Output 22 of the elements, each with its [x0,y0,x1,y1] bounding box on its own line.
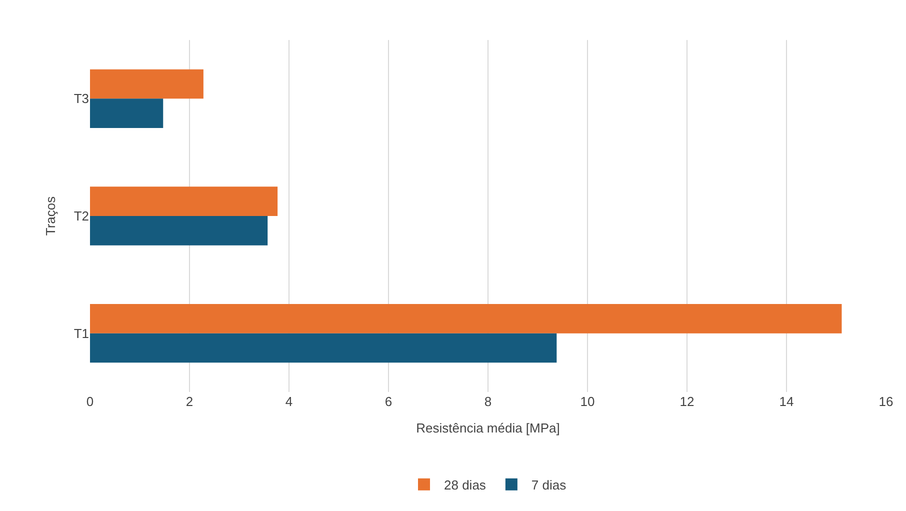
x-tick-label: 6 [384,394,392,409]
bar [90,98,164,128]
bar [90,333,557,363]
x-tick-label: 2 [186,394,194,409]
x-tick-label: 8 [484,394,492,409]
bar [90,216,268,246]
legend-label: 28 dias [444,477,486,492]
x-tick-label: 4 [285,394,293,409]
bar [90,186,278,216]
x-tick-label: 16 [878,394,894,409]
bar [90,69,204,99]
x-tick-label: 12 [680,394,694,409]
y-axis-title: Traços [42,196,58,236]
x-axis-title: Resistência média [MPa] [416,420,560,436]
x-tick-label: 14 [779,394,794,409]
x-tick-label: 0 [86,394,94,409]
legend-label: 7 dias [531,477,567,492]
y-tick-label: T2 [74,208,89,224]
bar [90,304,842,334]
x-tick-label: 10 [580,394,595,409]
y-tick-label: T3 [74,91,89,106]
y-tick-label: T1 [74,326,89,341]
